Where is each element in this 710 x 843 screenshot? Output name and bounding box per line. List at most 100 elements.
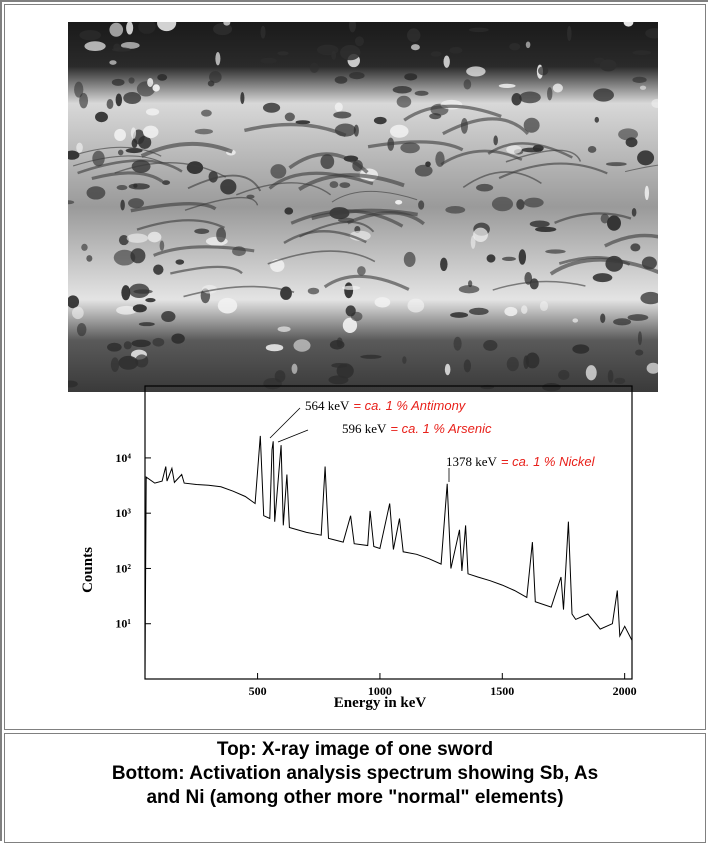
xray-spot (79, 30, 101, 40)
xray-spot (640, 292, 660, 304)
xray-spot (335, 76, 348, 84)
xray-spot (124, 341, 132, 349)
xray-spot (335, 103, 343, 112)
xray-spot (153, 265, 163, 275)
y-axis-label: Counts (80, 547, 96, 593)
xray-spot (553, 83, 563, 92)
xray-spot (77, 323, 87, 336)
xray-spot (600, 59, 617, 71)
xray-spot (473, 228, 488, 242)
xray-spot (81, 244, 87, 251)
xray-spot (466, 66, 485, 76)
xray-spot (374, 117, 387, 124)
caption-line: and Ni (among other more "normal" elemen… (5, 786, 705, 810)
xray-spot (278, 326, 291, 332)
xray-spot (509, 43, 520, 50)
xray-spot (449, 47, 462, 54)
xray-spot (201, 110, 212, 117)
annotation-energy: 596 keV (342, 421, 387, 436)
xray-spot (129, 183, 150, 189)
xray-spot (157, 15, 176, 31)
xray-spot (240, 92, 244, 104)
xray-spot (86, 255, 92, 262)
y-tick-label: 10² (115, 561, 131, 575)
xray-spot (407, 28, 420, 42)
xray-spot (72, 307, 84, 319)
xray-spot (118, 150, 123, 156)
x-tick-label: 2000 (613, 684, 637, 698)
xray-spot (285, 113, 295, 122)
xray-spot (651, 99, 662, 108)
annotation: 1378 keV= ca. 1 % Nickel (446, 454, 596, 469)
xray-spot (516, 199, 524, 210)
xray-spot (567, 26, 572, 41)
xray-spot (632, 50, 651, 55)
xray-spot (540, 301, 548, 311)
xray-spot (216, 227, 226, 242)
xray-spot (148, 232, 162, 243)
xray-spot (131, 340, 150, 347)
xray-spot (157, 74, 167, 81)
xray-spot (310, 63, 319, 73)
xray-spot (593, 273, 613, 282)
xray-spot (223, 20, 230, 26)
xray-spot (346, 305, 356, 316)
xray-spot (635, 350, 643, 356)
xray-spot (538, 66, 548, 75)
leader-line (278, 430, 308, 442)
xray-spot (84, 41, 105, 51)
x-tick-label: 1500 (490, 684, 514, 698)
xray-spot (397, 96, 412, 108)
xray-spot (349, 72, 364, 79)
xray-spot (507, 357, 519, 371)
xray-spot (492, 197, 513, 212)
xray-spot (404, 252, 416, 267)
xray-spot (220, 179, 236, 194)
xray-spot (215, 52, 220, 65)
xray-spot (277, 51, 289, 55)
xray-spot (593, 88, 614, 101)
xray-spot (493, 135, 498, 145)
annotation-note: = ca. 1 % Antimony (353, 398, 466, 413)
xray-spot (624, 19, 634, 27)
xray-spot (395, 200, 402, 205)
xray-spot (133, 304, 147, 312)
xray-spot (261, 26, 266, 39)
xray-spot (355, 36, 364, 46)
xray-spot (284, 207, 293, 214)
xray-spot (270, 164, 286, 178)
xray-spot (418, 200, 424, 209)
xray-spot (444, 56, 450, 68)
xray-spot (415, 91, 429, 96)
x-tick-label: 500 (249, 684, 267, 698)
xray-spot (547, 87, 552, 100)
caption: Top: X-ray image of one sword Bottom: Ac… (4, 733, 706, 843)
xray-spot (330, 181, 339, 188)
xray-spot (308, 288, 319, 295)
xray-spot (572, 318, 578, 322)
xray-spot (114, 129, 126, 141)
xray-spot (375, 297, 391, 307)
xray-spot (476, 184, 493, 192)
xray-spot (320, 154, 334, 169)
xray-spot (65, 150, 80, 159)
xray-spot (357, 266, 366, 275)
xray-spot (588, 146, 596, 153)
xray-spot (640, 86, 646, 90)
xray-spot (519, 249, 526, 265)
xray-spot (440, 258, 447, 271)
xray-spot (425, 161, 431, 167)
y-tick-label: 10³ (115, 506, 131, 520)
y-tick-label: 10¹ (115, 617, 131, 631)
xray-spot (333, 111, 351, 118)
annotation-note: = ca. 1 % Nickel (501, 454, 596, 469)
xray-spot (127, 234, 148, 243)
xray-spot (459, 285, 479, 293)
xray-spot (128, 198, 144, 208)
xray-spot (504, 307, 517, 316)
xray-spot (293, 339, 310, 351)
xray-spot (607, 216, 621, 231)
xray-spot (349, 18, 356, 32)
xray-spot (292, 364, 298, 374)
xray-spot (131, 127, 136, 138)
